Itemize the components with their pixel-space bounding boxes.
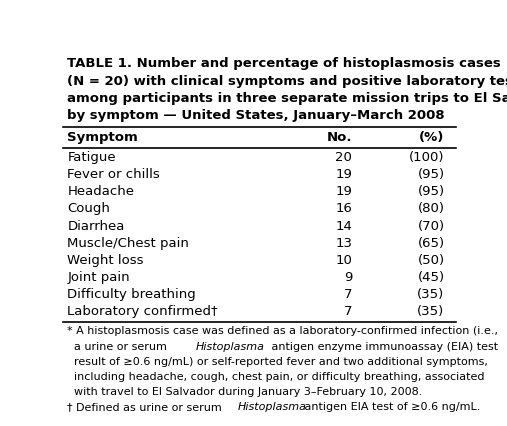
Text: 19: 19: [335, 168, 352, 181]
Text: antigen EIA test of ≥0.6 ng/mL.: antigen EIA test of ≥0.6 ng/mL.: [302, 401, 481, 411]
Text: a urine or serum: a urine or serum: [67, 341, 171, 351]
Text: Diarrhea: Diarrhea: [67, 219, 125, 232]
Text: Headache: Headache: [67, 185, 134, 198]
Text: among participants in three separate mission trips to El Salvador,: among participants in three separate mis…: [67, 92, 507, 105]
Text: 7: 7: [344, 287, 352, 300]
Text: Fever or chills: Fever or chills: [67, 168, 160, 181]
Text: with travel to El Salvador during January 3–February 10, 2008.: with travel to El Salvador during Januar…: [67, 386, 423, 396]
Text: (95): (95): [417, 185, 445, 198]
Text: 13: 13: [335, 236, 352, 249]
Text: 14: 14: [335, 219, 352, 232]
Text: Joint pain: Joint pain: [67, 270, 130, 283]
Text: result of ≥0.6 ng/mL) or self-reported fever and two additional symptoms,: result of ≥0.6 ng/mL) or self-reported f…: [67, 356, 488, 366]
Text: (45): (45): [417, 270, 445, 283]
Text: (N = 20) with clinical symptoms and positive laboratory tests: (N = 20) with clinical symptoms and posi…: [67, 75, 507, 87]
Text: Histoplasma: Histoplasma: [238, 401, 307, 411]
Text: Laboratory confirmed†: Laboratory confirmed†: [67, 304, 218, 317]
Text: (65): (65): [417, 236, 445, 249]
Text: (50): (50): [417, 253, 445, 266]
Text: (95): (95): [417, 168, 445, 181]
Text: Weight loss: Weight loss: [67, 253, 144, 266]
Text: (80): (80): [417, 202, 445, 215]
Text: (35): (35): [417, 304, 445, 317]
Text: (70): (70): [417, 219, 445, 232]
Text: Fatigue: Fatigue: [67, 151, 116, 164]
Text: Muscle/Chest pain: Muscle/Chest pain: [67, 236, 189, 249]
Text: 10: 10: [335, 253, 352, 266]
Text: (%): (%): [419, 130, 445, 144]
Text: 7: 7: [344, 304, 352, 317]
Text: Symptom: Symptom: [67, 130, 138, 144]
Text: Histoplasma: Histoplasma: [196, 341, 265, 351]
Text: including headache, cough, chest pain, or difficulty breathing, associated: including headache, cough, chest pain, o…: [67, 371, 485, 381]
Text: TABLE 1. Number and percentage of histoplasmosis cases: TABLE 1. Number and percentage of histop…: [67, 57, 501, 70]
Text: 16: 16: [335, 202, 352, 215]
Text: 19: 19: [335, 185, 352, 198]
Text: Cough: Cough: [67, 202, 110, 215]
Text: 9: 9: [344, 270, 352, 283]
Text: 20: 20: [335, 151, 352, 164]
Text: by symptom — United States, January–March 2008: by symptom — United States, January–Marc…: [67, 109, 445, 122]
Text: (35): (35): [417, 287, 445, 300]
Text: (100): (100): [409, 151, 445, 164]
Text: † Defined as urine or serum: † Defined as urine or serum: [67, 401, 226, 411]
Text: No.: No.: [327, 130, 352, 144]
Text: antigen enzyme immunoassay (EIA) test: antigen enzyme immunoassay (EIA) test: [269, 341, 498, 351]
Text: Difficulty breathing: Difficulty breathing: [67, 287, 196, 300]
Text: * A histoplasmosis case was defined as a laboratory-confirmed infection (i.e.,: * A histoplasmosis case was defined as a…: [67, 325, 498, 336]
